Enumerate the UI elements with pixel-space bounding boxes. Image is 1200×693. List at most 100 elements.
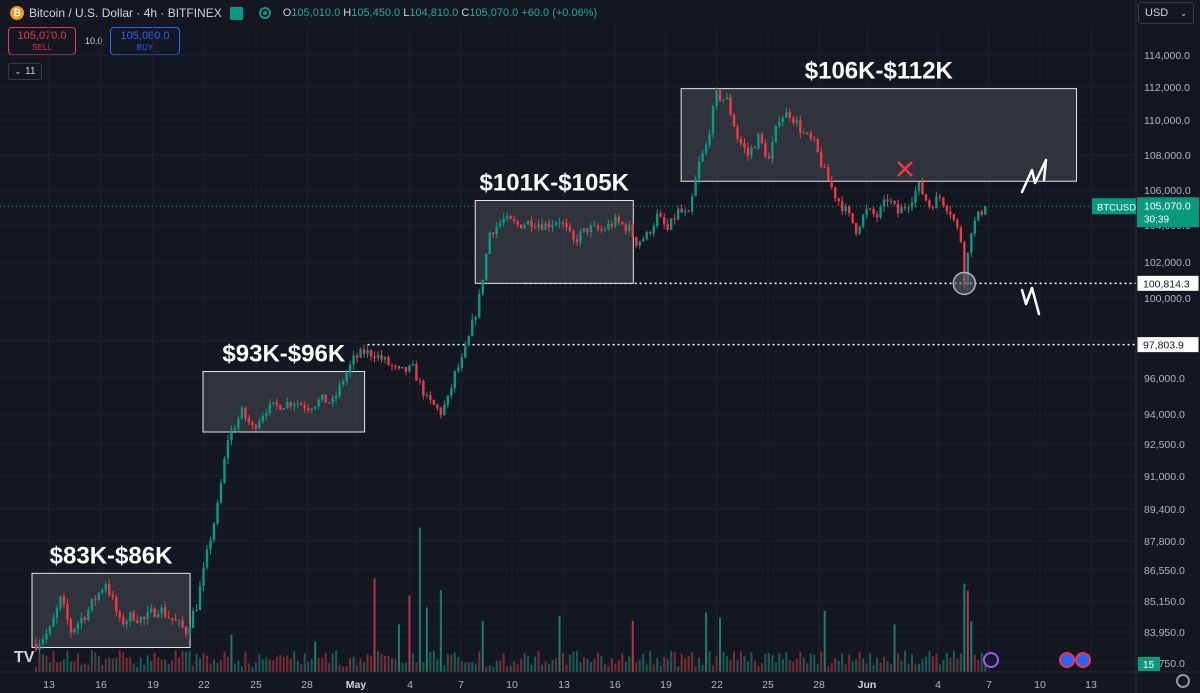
volume-bar bbox=[984, 661, 987, 672]
collapse-indicators-button[interactable]: ⌄ 11 bbox=[8, 63, 42, 80]
volume-bar bbox=[924, 656, 927, 672]
candle-body bbox=[481, 279, 484, 295]
candle-body bbox=[586, 228, 589, 233]
price-axis[interactable]: 82,750.083,950.085,150.086,550.087,800.0… bbox=[1092, 0, 1200, 693]
volume-bar bbox=[520, 658, 523, 672]
volume-bar bbox=[670, 650, 673, 672]
candle-body bbox=[963, 241, 966, 286]
candle-body bbox=[732, 114, 736, 127]
market-status-icon[interactable] bbox=[258, 7, 271, 19]
candle-body bbox=[973, 220, 977, 234]
candle-body bbox=[886, 199, 889, 202]
candle-body bbox=[792, 117, 795, 124]
currency-label: USD bbox=[1145, 7, 1169, 19]
volume-bar bbox=[970, 621, 973, 672]
volume-bar bbox=[272, 660, 275, 672]
volume-bar bbox=[338, 664, 341, 672]
bullish-path-sketch bbox=[1020, 158, 1048, 194]
currency-selector[interactable]: USD ⌄ bbox=[1138, 2, 1194, 24]
volume-bar bbox=[904, 650, 907, 672]
candle-body bbox=[491, 232, 495, 235]
candle-body bbox=[827, 166, 830, 181]
candle-body bbox=[708, 134, 711, 145]
volume-bar bbox=[240, 665, 243, 672]
volume-bar bbox=[59, 661, 62, 672]
volume-bar bbox=[303, 653, 306, 672]
volume-bar bbox=[411, 653, 414, 672]
volume-bar bbox=[746, 661, 749, 672]
volume-bar bbox=[324, 653, 327, 672]
candle-body bbox=[788, 112, 792, 118]
candle-body bbox=[142, 616, 146, 620]
volume-bar bbox=[209, 663, 212, 672]
ohlc-readout: O105,010.0 H105,450.0 L104,810.0 C105,07… bbox=[282, 7, 598, 19]
candle-body bbox=[956, 219, 959, 228]
price-tick-label: 86,550.0 bbox=[1144, 565, 1185, 577]
time-tick-label: May bbox=[346, 679, 367, 691]
volume-bar bbox=[300, 664, 303, 672]
candle-body bbox=[764, 143, 767, 157]
volume-bar bbox=[104, 659, 107, 672]
candle-body bbox=[683, 211, 687, 213]
volume-bar bbox=[589, 662, 592, 672]
candle-body bbox=[603, 229, 607, 231]
candle-body bbox=[397, 366, 401, 369]
candle-body bbox=[938, 196, 942, 198]
volume-bar bbox=[408, 595, 411, 672]
candle-body bbox=[282, 408, 285, 410]
volume-bar bbox=[471, 662, 474, 672]
candle-body bbox=[931, 207, 935, 209]
volume-bar bbox=[450, 654, 453, 672]
zone-label: $101K-$105K bbox=[480, 170, 630, 197]
candle-body bbox=[757, 133, 760, 149]
volume-bar bbox=[663, 656, 666, 672]
time-tick-label: 4 bbox=[407, 679, 413, 691]
candle-body bbox=[97, 592, 101, 600]
candle-body bbox=[649, 232, 652, 234]
volume-bar bbox=[206, 655, 209, 672]
candle-body bbox=[656, 213, 659, 227]
volume-bar bbox=[872, 665, 875, 672]
candle-body bbox=[327, 402, 331, 404]
axis-background bbox=[1136, 26, 1200, 693]
candle-body bbox=[903, 207, 907, 209]
volume-bar bbox=[907, 663, 910, 672]
chevron-down-icon: ⌄ bbox=[1180, 8, 1187, 18]
volume-bar bbox=[275, 656, 278, 672]
last-price-tag bbox=[1137, 197, 1199, 228]
range-zone bbox=[474, 200, 634, 284]
volume-bar bbox=[750, 652, 753, 672]
candle-body bbox=[669, 218, 673, 230]
volume-bar bbox=[481, 621, 484, 672]
volume-bar bbox=[328, 663, 331, 672]
volume-bar bbox=[973, 654, 976, 672]
symbol-title[interactable]: Bitcoin / U.S. Dollar · 4h · BITFINEX bbox=[29, 6, 222, 20]
candle-body bbox=[533, 227, 537, 229]
candle-body bbox=[725, 97, 729, 100]
gear-icon[interactable] bbox=[1176, 674, 1190, 688]
volume-bar bbox=[384, 656, 386, 672]
volume-bar bbox=[359, 658, 362, 672]
volume-bar bbox=[247, 663, 250, 672]
volume-bar bbox=[55, 662, 58, 672]
volume-bar bbox=[729, 659, 732, 672]
volume-bar bbox=[910, 653, 913, 672]
candle-body bbox=[69, 619, 73, 633]
volume-bar bbox=[722, 652, 725, 672]
time-tick-label: 13 bbox=[1085, 679, 1097, 691]
candle-body bbox=[38, 644, 41, 651]
time-axis[interactable]: 13 16 19 22 25 28 May 4 7 10 13 16 19 22 25 28 Jun 4 7 10 13 bbox=[0, 671, 1200, 691]
candle-body bbox=[910, 202, 914, 208]
flag-icon[interactable] bbox=[229, 6, 243, 20]
bearish-path-sketch bbox=[1020, 286, 1041, 316]
candle-body bbox=[823, 166, 826, 168]
candle-body bbox=[425, 394, 429, 396]
drawings: TV bbox=[14, 158, 1091, 668]
volume-bar bbox=[959, 653, 962, 672]
volume-bar bbox=[83, 663, 86, 672]
volume-bar bbox=[101, 664, 104, 672]
volume-bar bbox=[757, 665, 760, 672]
time-tick-label: 28 bbox=[301, 679, 313, 691]
volume-bar bbox=[432, 650, 435, 672]
